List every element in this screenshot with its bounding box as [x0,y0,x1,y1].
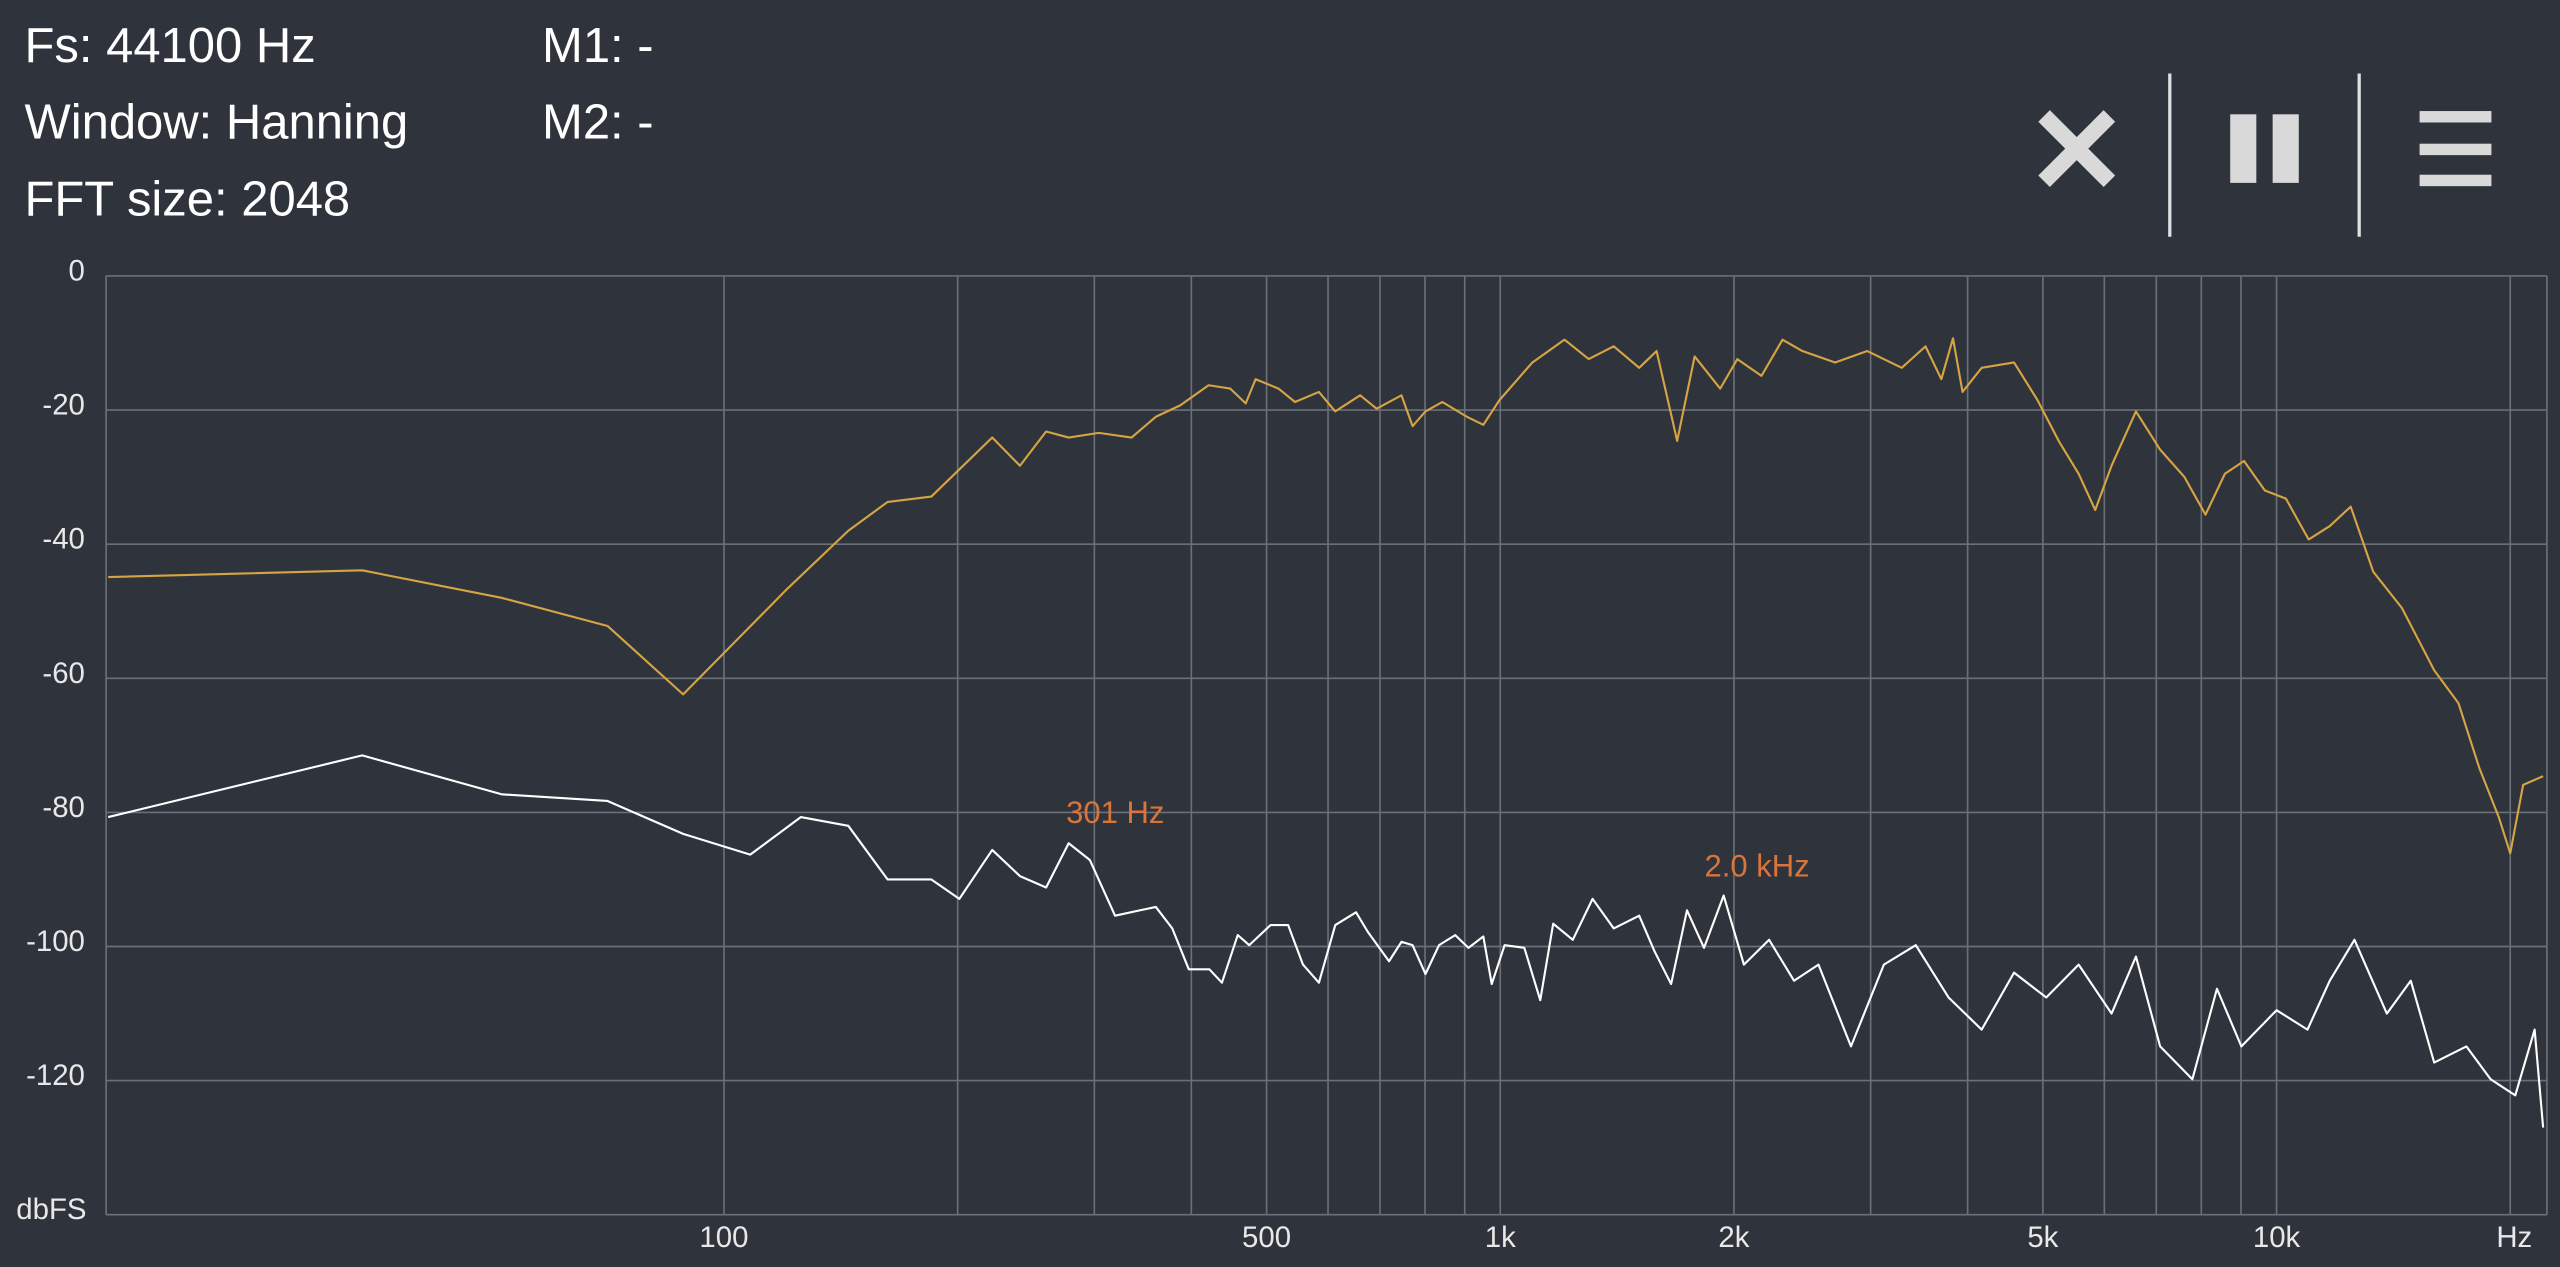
marker-1: M1: - [542,19,654,73]
window-type: Window: Hanning [24,96,408,150]
y-tick-label: -40 [42,523,84,556]
peak-annotation: 301 Hz [1066,795,1164,830]
spectrum-line [108,337,2544,855]
y-tick-label: -60 [42,657,84,690]
marker-2: M2: - [542,96,654,150]
sample-rate: Fs: 44100 Hz [24,19,315,73]
x-tick-label: 1k [1485,1221,1516,1254]
pause-button[interactable] [2230,114,2299,183]
y-tick-label: -100 [26,925,85,958]
close-button[interactable] [2038,110,2116,188]
x-tick-label: 500 [1242,1221,1291,1254]
y-tick-label: 0 [69,254,85,287]
y-tick-label: -80 [42,791,84,824]
plot: -120 -100 -80 -60 -40 -20 0 100 500 1k 2k 5k 10k dbFS… [16,254,2548,1254]
x-tick-label: 5k [2027,1221,2058,1254]
fft-size: FFT size: 2048 [24,172,350,226]
x-tick-label: 2k [1718,1221,1749,1254]
x-tick-label: 100 [699,1221,748,1254]
y-tick-label: -20 [42,389,84,422]
y-axis-label: dbFS [16,1193,86,1226]
x-axis-label: Hz [2496,1221,2532,1254]
x-tick-label: 10k [2253,1221,2301,1254]
menu-button[interactable] [2419,111,2492,187]
peak-annotation: 2.0 kHz [1705,849,1810,884]
y-tick-label: -120 [26,1059,85,1092]
spectrum-line [107,754,2545,1128]
